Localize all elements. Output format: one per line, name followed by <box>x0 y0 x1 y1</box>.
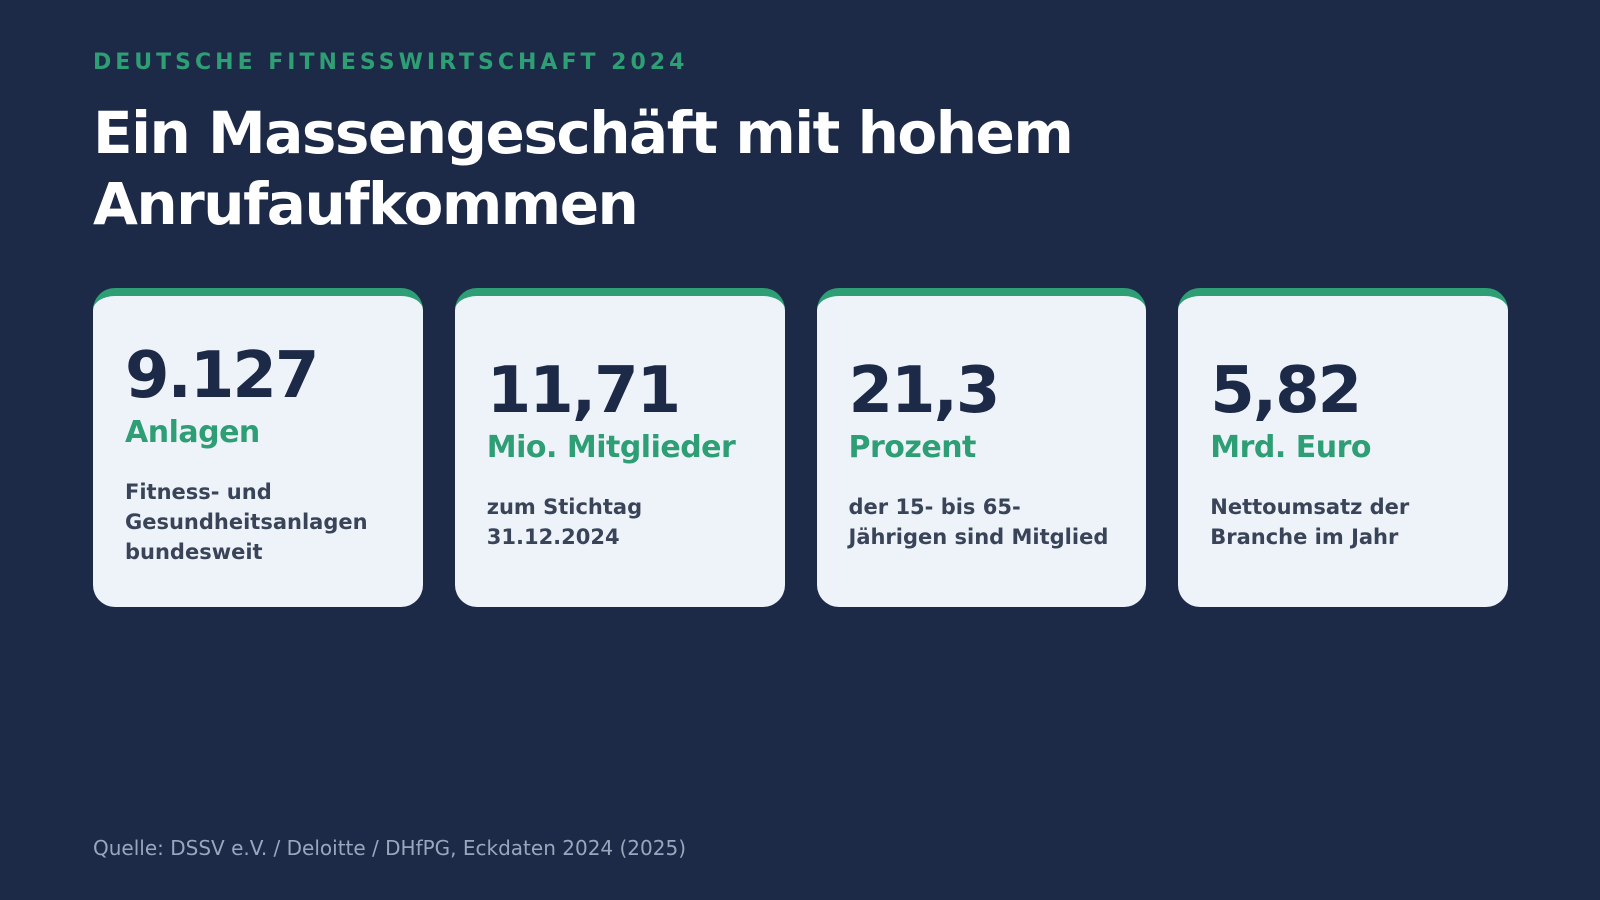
stat-description: zum Stichtag 31.12.2024 <box>486 494 643 549</box>
stat-card-percentage: 21,3 Prozent der 15- bis 65-Jährigen sin… <box>816 288 1147 607</box>
eyebrow-label: DEUTSCHE FITNESSWIRTSCHAFT 2024 <box>93 50 689 75</box>
stat-card-facilities: 9.127 Anlagen Fitness- und Gesundheitsan… <box>93 288 423 607</box>
stat-description: der 15- bis 65-Jährigen sind Mitglied <box>848 494 1109 549</box>
stat-value: 9.127 <box>125 338 319 413</box>
stat-unit: Mrd. Euro <box>1210 429 1371 465</box>
stat-value: 5,82 <box>1210 353 1362 428</box>
stat-card-members: 11,71 Mio. Mitglieder zum Stichtag 31.12… <box>454 288 785 607</box>
source-note: Quelle: DSSV e.V. / Deloitte / DHfPG, Ec… <box>93 836 686 860</box>
stat-description: Nettoumsatz der Branche im Jahr <box>1210 494 1410 549</box>
stat-card-revenue: 5,82 Mrd. Euro Nettoumsatz der Branche i… <box>1178 288 1508 607</box>
stat-value: 11,71 <box>486 353 681 428</box>
stat-unit: Prozent <box>848 429 977 465</box>
stat-description: Fitness- und Gesundheitsanlagen bundeswe… <box>125 479 368 564</box>
stat-unit: Anlagen <box>125 414 260 450</box>
stat-value: 21,3 <box>848 353 1001 428</box>
stat-unit: Mio. Mitglieder <box>486 429 736 465</box>
stat-cards: 9.127 Anlagen Fitness- und Gesundheitsan… <box>93 288 1508 607</box>
page-title: Ein Massengeschäft mit hohem Anrufaufkom… <box>93 99 1074 238</box>
